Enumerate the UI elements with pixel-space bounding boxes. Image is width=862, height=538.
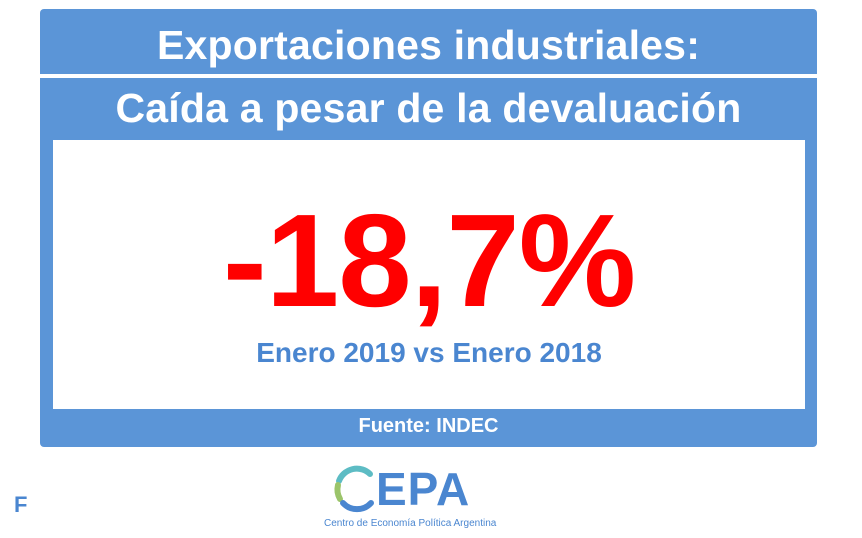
- title-line-1: Exportaciones industriales:: [156, 22, 701, 68]
- logo-subtitle: Centro de Economía Política Argentina: [324, 518, 497, 529]
- content-box: -18,7% Enero 2019 vs Enero 2018: [53, 140, 805, 409]
- cepa-c-logo-icon: [334, 465, 374, 513]
- corner-label: F: [14, 492, 28, 517]
- title-line-2: Caída a pesar de la devaluación: [115, 85, 742, 131]
- percent-change-value: -18,7%: [222, 187, 636, 334]
- comparison-period: Enero 2019 vs Enero 2018: [256, 337, 602, 368]
- source-label: Fuente: INDEC: [358, 415, 499, 437]
- title-divider: [40, 74, 817, 78]
- infographic-card: Exportaciones industriales: Caída a pesa…: [40, 9, 817, 447]
- logo-wordmark: EPA: [376, 463, 471, 515]
- cepa-logo: EPA Centro de Economía Política Argentin…: [318, 460, 558, 538]
